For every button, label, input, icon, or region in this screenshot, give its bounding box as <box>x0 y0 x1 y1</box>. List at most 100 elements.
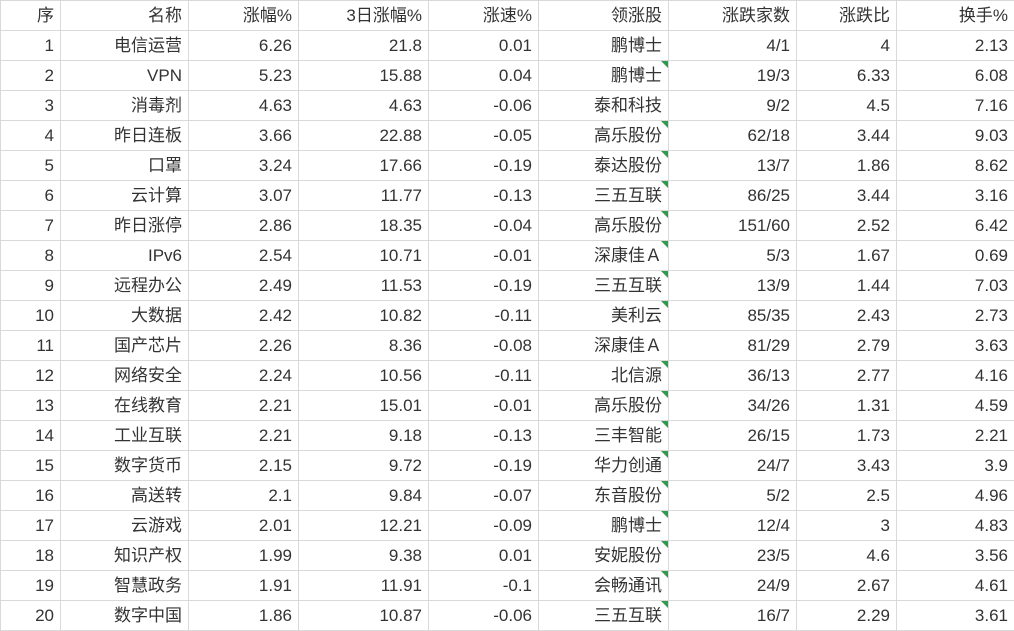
cell-name: 数字货币 <box>61 451 189 481</box>
cell-leader: 鹏博士 <box>539 31 669 61</box>
cell-chg3d: 11.77 <box>299 181 429 211</box>
cell-name: 消毒剂 <box>61 91 189 121</box>
table-row: 5口罩3.2417.66-0.19泰达股份13/71.868.62 <box>1 151 1014 181</box>
cell-seq: 9 <box>1 271 61 301</box>
cell-chg3d: 10.82 <box>299 301 429 331</box>
cell-udc: 26/15 <box>669 421 797 451</box>
cell-chg: 3.07 <box>189 181 299 211</box>
cell-chg3d: 10.71 <box>299 241 429 271</box>
cell-spd: -0.1 <box>429 571 539 601</box>
cell-name: 口罩 <box>61 151 189 181</box>
cell-chg3d: 15.88 <box>299 61 429 91</box>
cell-spd: 0.01 <box>429 31 539 61</box>
cell-chg: 6.26 <box>189 31 299 61</box>
table-row: 11国产芯片2.268.36-0.08深康佳Ａ81/292.793.63 <box>1 331 1014 361</box>
cell-udc: 85/35 <box>669 301 797 331</box>
cell-turn: 0.69 <box>897 241 1014 271</box>
cell-chg: 2.26 <box>189 331 299 361</box>
cell-name: 云游戏 <box>61 511 189 541</box>
cell-name: 云计算 <box>61 181 189 211</box>
col-leader: 领涨股 <box>539 1 669 31</box>
cell-ratio: 3.43 <box>797 451 897 481</box>
header-row: 序 名称 涨幅% 3日涨幅% 涨速% 领涨股 涨跌家数 涨跌比 换手% <box>1 1 1014 31</box>
cell-ratio: 2.43 <box>797 301 897 331</box>
cell-ratio: 2.5 <box>797 481 897 511</box>
cell-chg: 2.86 <box>189 211 299 241</box>
table-row: 16高送转2.19.84-0.07东音股份5/22.54.96 <box>1 481 1014 511</box>
cell-turn: 6.42 <box>897 211 1014 241</box>
table-row: 18知识产权1.999.380.01安妮股份23/54.63.56 <box>1 541 1014 571</box>
cell-chg: 2.1 <box>189 481 299 511</box>
cell-name: 网络安全 <box>61 361 189 391</box>
cell-chg3d: 15.01 <box>299 391 429 421</box>
cell-name: IPv6 <box>61 241 189 271</box>
cell-spd: -0.11 <box>429 301 539 331</box>
cell-spd: -0.19 <box>429 271 539 301</box>
cell-chg: 4.63 <box>189 91 299 121</box>
cell-chg: 3.66 <box>189 121 299 151</box>
table-row: 12网络安全2.2410.56-0.11北信源36/132.774.16 <box>1 361 1014 391</box>
cell-chg: 1.86 <box>189 601 299 631</box>
cell-chg3d: 4.63 <box>299 91 429 121</box>
cell-chg3d: 8.36 <box>299 331 429 361</box>
cell-spd: 0.04 <box>429 61 539 91</box>
cell-udc: 34/26 <box>669 391 797 421</box>
cell-udc: 62/18 <box>669 121 797 151</box>
cell-name: 高送转 <box>61 481 189 511</box>
cell-seq: 10 <box>1 301 61 331</box>
cell-seq: 13 <box>1 391 61 421</box>
cell-seq: 14 <box>1 421 61 451</box>
cell-chg3d: 11.91 <box>299 571 429 601</box>
cell-seq: 3 <box>1 91 61 121</box>
cell-turn: 8.62 <box>897 151 1014 181</box>
cell-seq: 20 <box>1 601 61 631</box>
cell-udc: 23/5 <box>669 541 797 571</box>
cell-seq: 8 <box>1 241 61 271</box>
cell-leader: 会畅通讯 <box>539 571 669 601</box>
table-row: 9远程办公2.4911.53-0.19三五互联13/91.447.03 <box>1 271 1014 301</box>
cell-chg: 5.23 <box>189 61 299 91</box>
cell-seq: 17 <box>1 511 61 541</box>
cell-leader: 三五互联 <box>539 271 669 301</box>
cell-turn: 4.61 <box>897 571 1014 601</box>
cell-turn: 3.9 <box>897 451 1014 481</box>
cell-turn: 6.08 <box>897 61 1014 91</box>
cell-leader: 鹏博士 <box>539 61 669 91</box>
cell-leader: 高乐股份 <box>539 391 669 421</box>
cell-udc: 24/7 <box>669 451 797 481</box>
cell-name: 在线教育 <box>61 391 189 421</box>
cell-seq: 5 <box>1 151 61 181</box>
col-ratio: 涨跌比 <box>797 1 897 31</box>
cell-seq: 1 <box>1 31 61 61</box>
cell-spd: -0.09 <box>429 511 539 541</box>
cell-chg3d: 9.18 <box>299 421 429 451</box>
cell-chg: 2.15 <box>189 451 299 481</box>
cell-name: 数字中国 <box>61 601 189 631</box>
cell-leader: 华力创通 <box>539 451 669 481</box>
cell-chg: 2.54 <box>189 241 299 271</box>
cell-chg3d: 9.72 <box>299 451 429 481</box>
cell-ratio: 2.52 <box>797 211 897 241</box>
cell-ratio: 3.44 <box>797 121 897 151</box>
cell-leader: 三五互联 <box>539 181 669 211</box>
cell-udc: 24/9 <box>669 571 797 601</box>
table-row: 8IPv62.5410.71-0.01深康佳Ａ5/31.670.69 <box>1 241 1014 271</box>
cell-ratio: 1.67 <box>797 241 897 271</box>
cell-turn: 2.21 <box>897 421 1014 451</box>
cell-turn: 4.83 <box>897 511 1014 541</box>
cell-ratio: 2.29 <box>797 601 897 631</box>
cell-spd: -0.04 <box>429 211 539 241</box>
cell-name: 智慧政务 <box>61 571 189 601</box>
cell-ratio: 3.44 <box>797 181 897 211</box>
cell-leader: 北信源 <box>539 361 669 391</box>
cell-seq: 19 <box>1 571 61 601</box>
cell-seq: 16 <box>1 481 61 511</box>
cell-chg3d: 18.35 <box>299 211 429 241</box>
cell-turn: 4.96 <box>897 481 1014 511</box>
table-wrapper: 序 名称 涨幅% 3日涨幅% 涨速% 领涨股 涨跌家数 涨跌比 换手% 1电信运… <box>0 0 1014 631</box>
cell-turn: 3.16 <box>897 181 1014 211</box>
cell-seq: 7 <box>1 211 61 241</box>
cell-leader: 安妮股份 <box>539 541 669 571</box>
cell-leader: 深康佳Ａ <box>539 241 669 271</box>
cell-name: 工业互联 <box>61 421 189 451</box>
